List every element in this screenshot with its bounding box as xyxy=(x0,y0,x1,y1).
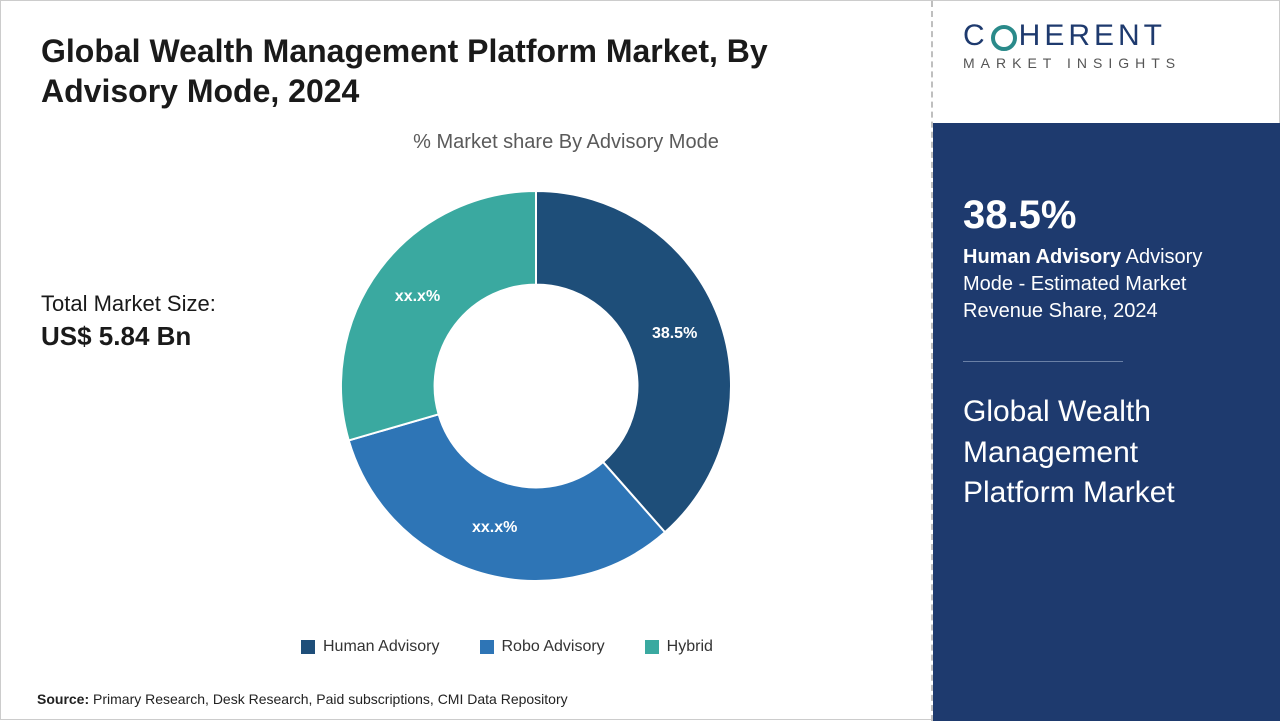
legend-item: Robo Advisory xyxy=(480,638,605,656)
legend-item: Hybrid xyxy=(645,638,713,656)
main-area: Global Wealth Management Platform Market… xyxy=(1,1,931,721)
source-label: Source: xyxy=(37,691,89,707)
total-market-size-label: Total Market Size: xyxy=(41,291,216,317)
donut-segment xyxy=(341,191,536,440)
logo-ring-icon xyxy=(991,25,1017,51)
right-column: C HERENT MARKET INSIGHTS 38.5% Human Adv… xyxy=(933,1,1280,721)
legend-swatch-icon xyxy=(480,640,494,654)
legend-label: Hybrid xyxy=(667,638,713,656)
page-title: Global Wealth Management Platform Market… xyxy=(41,31,861,111)
chart-legend: Human Advisory Robo Advisory Hybrid xyxy=(301,638,713,656)
donut-segment-label: xx.x% xyxy=(395,288,440,306)
donut-segment-label: xx.x% xyxy=(472,519,517,537)
source-text: Primary Research, Desk Research, Paid su… xyxy=(93,691,568,707)
logo-text-post: HERENT xyxy=(1019,19,1166,53)
side-divider xyxy=(963,361,1123,362)
total-market-size: Total Market Size: US$ 5.84 Bn xyxy=(41,291,216,352)
legend-item: Human Advisory xyxy=(301,638,440,656)
donut-segment-label: 38.5% xyxy=(652,325,697,343)
legend-swatch-icon xyxy=(645,640,659,654)
side-panel: 38.5% Human Advisory Advisory Mode - Est… xyxy=(933,123,1280,721)
total-market-size-value: US$ 5.84 Bn xyxy=(41,321,216,352)
donut-segment xyxy=(536,191,731,532)
brand-logo: C HERENT MARKET INSIGHTS xyxy=(933,1,1280,123)
side-desc-bold: Human Advisory xyxy=(963,246,1121,268)
legend-swatch-icon xyxy=(301,640,315,654)
logo-line2: MARKET INSIGHTS xyxy=(963,55,1261,71)
donut-svg xyxy=(321,171,751,601)
logo-line1: C HERENT xyxy=(963,19,1261,53)
chart-subtitle: % Market share By Advisory Mode xyxy=(221,131,911,154)
side-stat: 38.5% xyxy=(963,193,1253,238)
donut-segment xyxy=(349,414,665,581)
side-market-name: Global Wealth Management Platform Market xyxy=(963,392,1253,514)
donut-chart: 38.5% xx.x% xx.x% xyxy=(321,171,751,601)
side-desc: Human Advisory Advisory Mode - Estimated… xyxy=(963,244,1253,325)
logo-text-pre: C xyxy=(963,19,989,53)
legend-label: Human Advisory xyxy=(323,638,440,656)
legend-label: Robo Advisory xyxy=(502,638,605,656)
source-line: Source: Primary Research, Desk Research,… xyxy=(37,691,568,707)
